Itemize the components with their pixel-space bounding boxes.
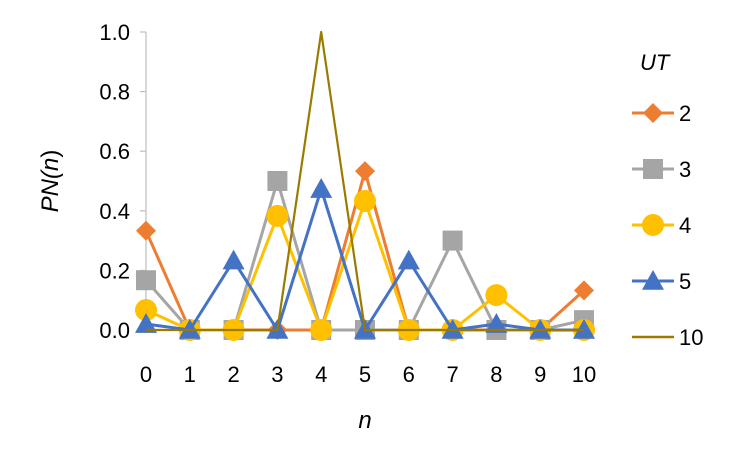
x-tick-label: 8 [490,362,502,387]
y-ticks: 0.0 0.2 0.4 0.6 0.8 1.0 [99,20,146,343]
legend-marker [642,270,664,290]
series-line-10 [146,30,584,332]
data-point-4 [310,319,333,341]
series-4 [135,189,595,341]
legend-label: 4 [679,213,691,238]
y-tick-label: 0.6 [99,139,130,164]
data-point-4 [354,189,376,212]
data-point-4 [266,204,289,227]
x-tick-label: 10 [572,362,596,387]
data-point-5 [222,249,245,270]
series-10 [146,30,584,332]
x-tick-label: 2 [227,362,239,387]
data-point-2 [355,161,375,182]
y-tick-label: 0.4 [99,199,130,224]
x-ticks: 0 1 2 3 4 5 6 7 8 9 10 [140,362,596,387]
x-tick-label: 3 [271,362,283,387]
series-layer [135,30,595,341]
series-2 [136,161,594,340]
x-axis-title: n [358,407,371,434]
x-tick-label: 0 [140,362,152,387]
x-tick-label: 1 [184,362,196,387]
x-tick-label: 6 [403,362,415,387]
data-point-3 [136,270,156,291]
legend-marker [643,159,663,179]
x-tick-label: 7 [446,362,458,387]
legend-item-4: 4 [632,213,691,238]
legend-item-5: 5 [632,269,691,294]
legend-marker [642,214,664,236]
x-tick-label: 9 [534,362,546,387]
y-tick-label: 0.0 [99,318,130,343]
y-axis-title-prefix: PN( [37,168,64,212]
data-point-3 [442,230,463,251]
legend-label: 2 [679,101,691,126]
legend-item-2: 2 [632,101,691,126]
legend-title: UT [640,50,671,75]
x-tick-label: 4 [315,362,327,387]
legend-label: 5 [679,269,691,294]
y-axis-title: PN(n) [37,150,64,213]
legend-item-10: 10 [632,325,703,350]
y-tick-label: 1.0 [99,20,130,45]
y-tick-label: 0.2 [99,258,130,283]
data-point-3 [267,171,288,191]
data-point-5 [397,249,420,270]
data-point-2 [136,220,156,241]
data-point-5 [135,313,157,333]
y-tick-label: 0.8 [99,80,130,105]
series-line-4 [145,199,584,332]
legend-label: 10 [679,325,703,350]
y-axis-title-var: n [37,158,64,171]
legend: UT 2 3 4 5 10 [632,50,703,350]
x-tick-label: 5 [359,362,371,387]
legend-item-3: 3 [632,157,691,182]
legend-label: 3 [679,157,691,182]
data-point-2 [574,280,594,301]
data-point-5 [485,313,508,333]
data-point-4 [485,284,508,307]
legend-marker [643,103,663,123]
data-point-4 [135,299,157,322]
y-axis-title-suffix: ) [37,150,64,158]
data-point-5 [310,178,333,198]
